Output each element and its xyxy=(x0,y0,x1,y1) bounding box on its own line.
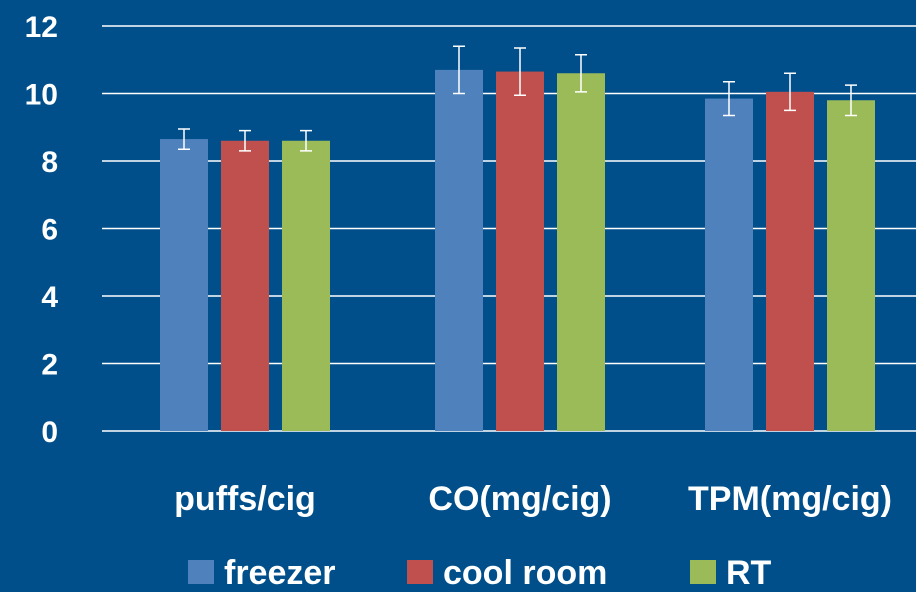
error-bar-freezer-2 xyxy=(723,80,735,117)
y-tick-label: 6 xyxy=(41,214,58,247)
bar-RT-0 xyxy=(282,140,330,431)
error-bar-freezer-1 xyxy=(453,45,465,95)
y-tick-label: 2 xyxy=(41,349,58,382)
category-label: TPM(mg/cig) xyxy=(688,480,892,518)
y-tick-label: 12 xyxy=(25,11,58,44)
legend-swatch-cool-room xyxy=(407,560,433,584)
y-tick-label: 10 xyxy=(25,79,58,112)
error-bar-RT-1 xyxy=(575,53,587,93)
bar-cool-room-1 xyxy=(496,71,544,431)
legend-swatch-freezer xyxy=(188,560,214,584)
y-tick-label: 8 xyxy=(41,146,58,179)
y-tick-label: 4 xyxy=(41,281,58,314)
error-bars xyxy=(178,45,857,152)
bar-cool-room-0 xyxy=(221,140,269,431)
x-axis-category-labels: puffs/cig CO(mg/cig) TPM(mg/cig) xyxy=(174,480,892,518)
error-bar-cool-room-1 xyxy=(514,47,526,96)
legend: freezer cool room RT xyxy=(188,554,772,592)
y-tick-label: 0 xyxy=(41,416,58,449)
bar-cool-room-2 xyxy=(766,91,814,431)
bar-freezer-2 xyxy=(705,98,753,431)
legend-label: RT xyxy=(726,554,772,592)
legend-label: freezer xyxy=(224,554,336,592)
y-axis-tick-labels: 0 2 4 6 8 10 12 xyxy=(25,11,59,449)
category-label: puffs/cig xyxy=(174,480,316,518)
error-bar-RT-2 xyxy=(845,84,857,117)
bar-RT-2 xyxy=(827,100,875,431)
bar-freezer-1 xyxy=(435,69,483,431)
error-bar-freezer-0 xyxy=(178,128,190,150)
error-bar-cool-room-2 xyxy=(784,72,796,112)
error-bar-cool-room-0 xyxy=(239,129,251,152)
bar-freezer-0 xyxy=(160,139,208,431)
bars xyxy=(160,69,875,431)
bar-RT-1 xyxy=(557,73,605,431)
category-label: CO(mg/cig) xyxy=(428,480,611,518)
legend-swatch-RT xyxy=(690,560,716,584)
legend-label: cool room xyxy=(443,554,607,592)
error-bar-RT-0 xyxy=(300,129,312,152)
